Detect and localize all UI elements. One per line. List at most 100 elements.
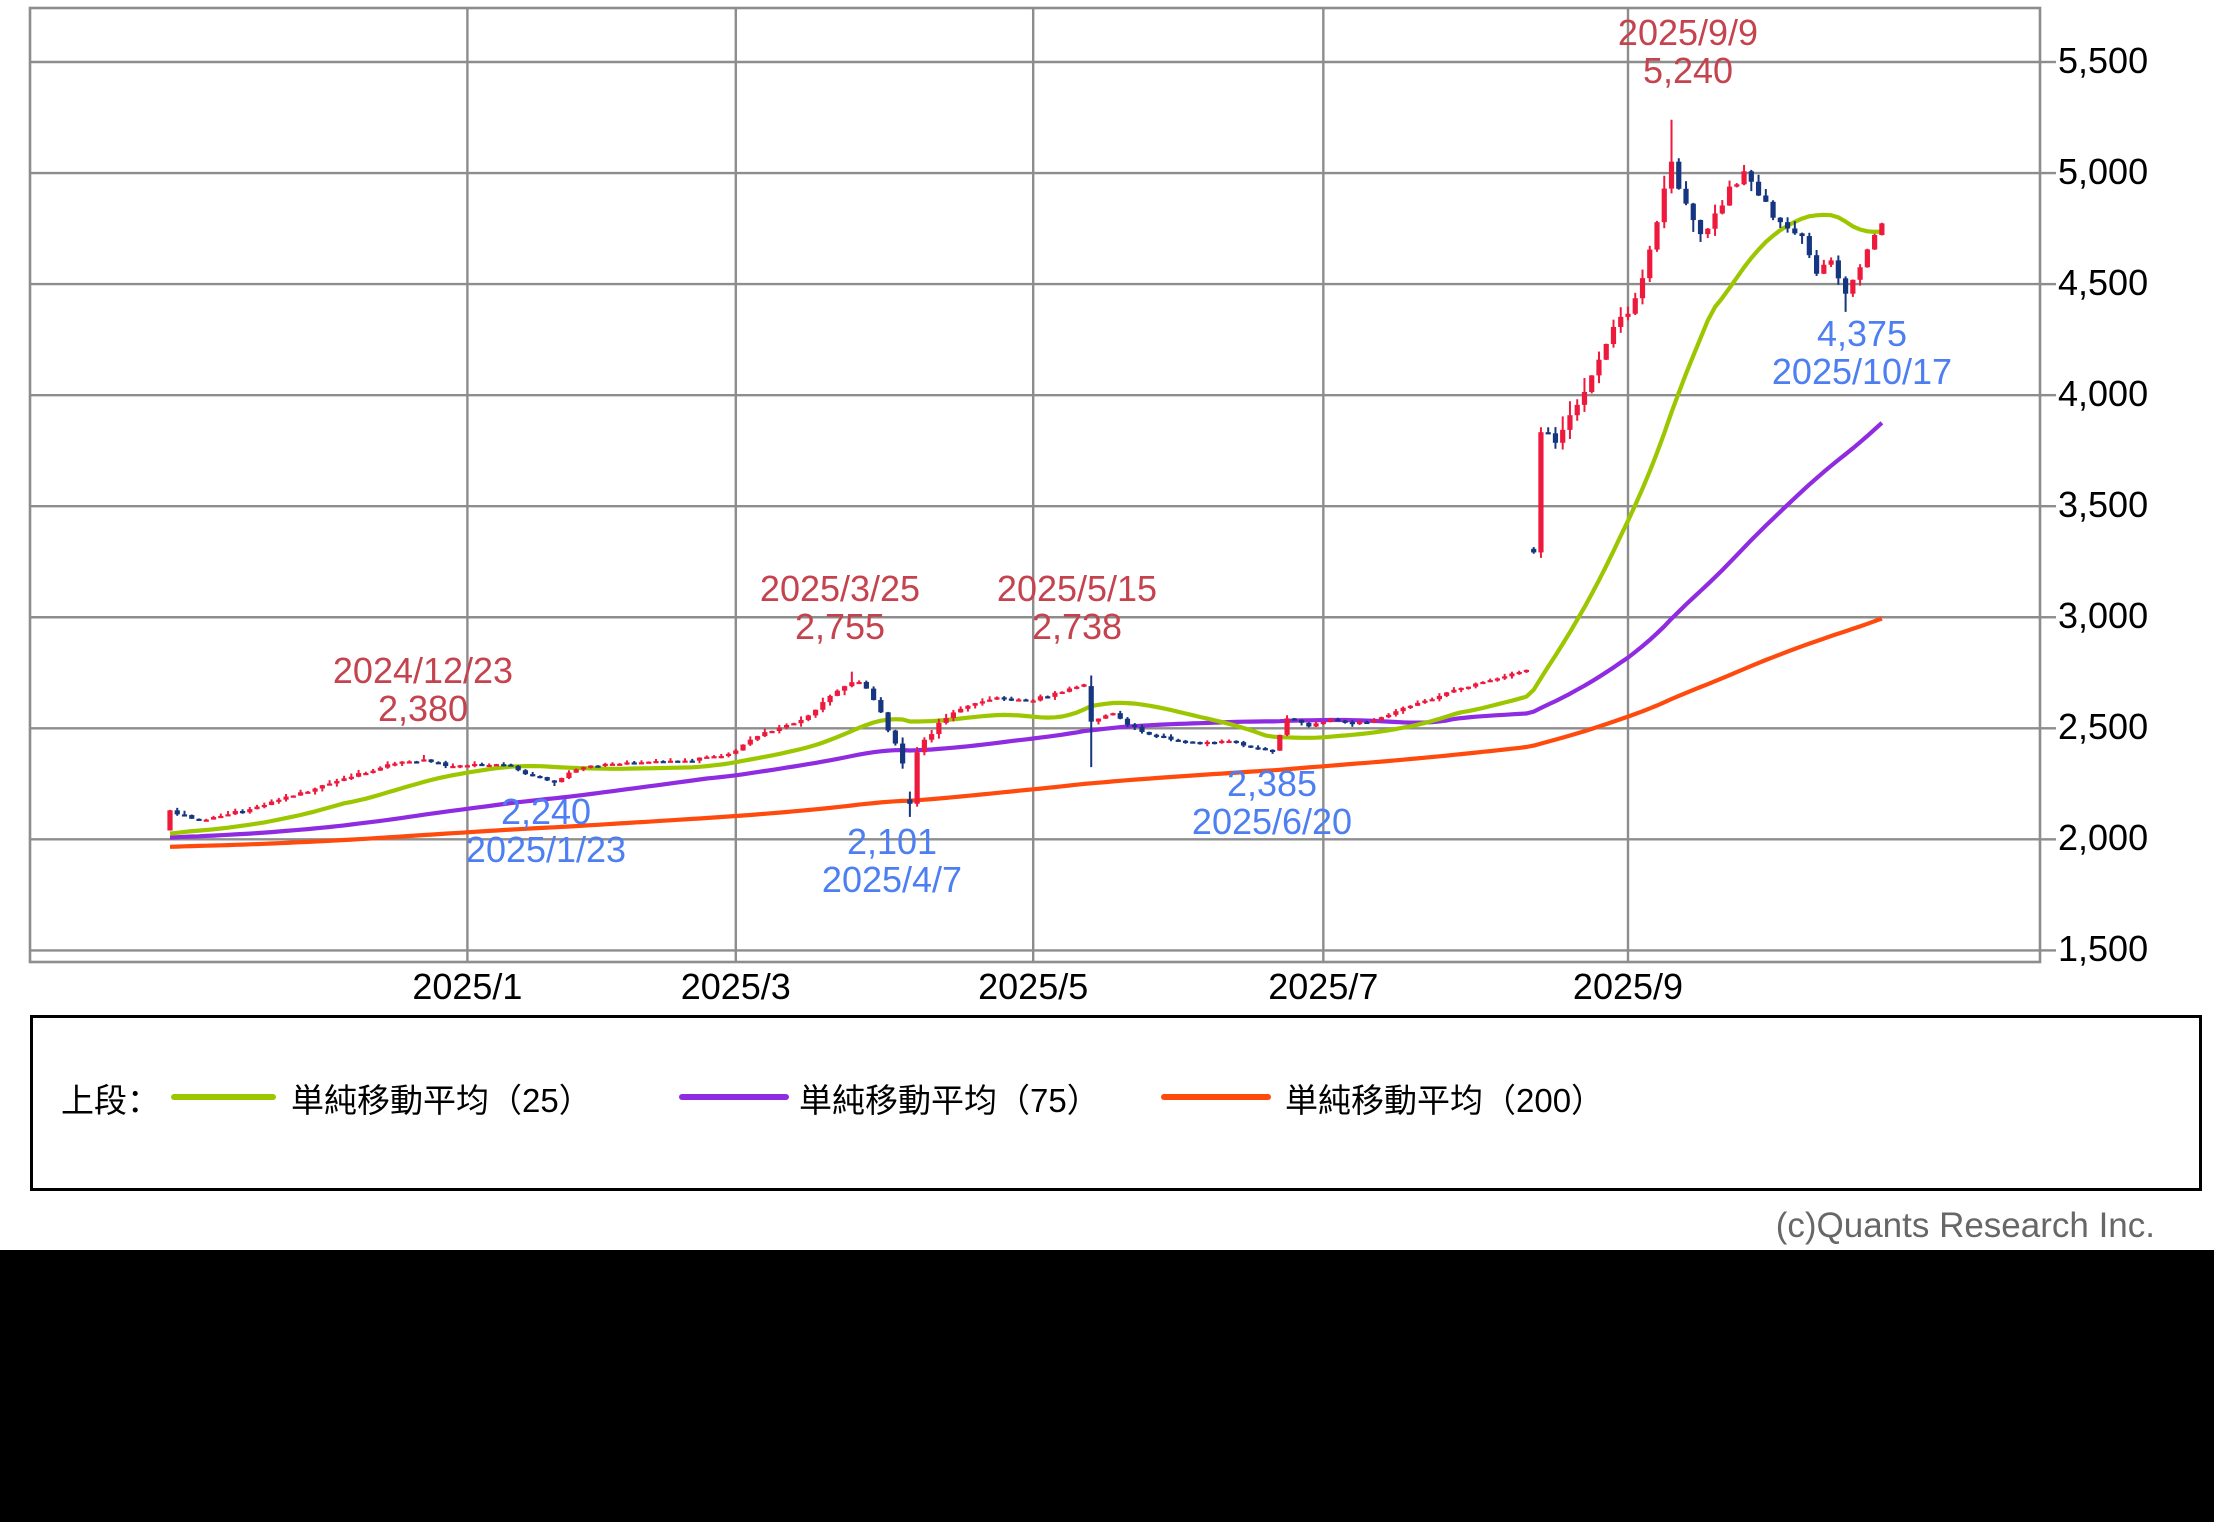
candle-body-down (1349, 722, 1355, 725)
candle-body-up (421, 759, 427, 762)
peak-annotation-line: 5,240 (1642, 50, 1734, 91)
candle-body-up (450, 765, 456, 769)
candle-body-up (1581, 391, 1588, 405)
candle-body-up (1059, 691, 1065, 694)
candle-body-up (1632, 298, 1638, 314)
candle-body-up (856, 681, 862, 685)
candle-body-up (1654, 222, 1660, 250)
candle-body-up (1857, 267, 1863, 280)
candle-body-down (530, 774, 536, 777)
candle-body-up (602, 763, 608, 767)
candle-body-up (1618, 316, 1624, 327)
candle-body-up (820, 702, 826, 710)
candle-body-down (1255, 747, 1261, 750)
candle-body-up (1320, 721, 1326, 725)
candle-body-down (1190, 741, 1196, 744)
candle-body-up (812, 709, 819, 716)
y-axis-label: 4,500 (2058, 262, 2149, 304)
candle-body-down (1211, 741, 1218, 745)
candle-body-down (479, 763, 485, 767)
candle-body-down (544, 777, 550, 781)
candle-body-up (1589, 375, 1595, 392)
candle-body-up (1712, 213, 1718, 229)
candle-body-up (399, 761, 405, 764)
x-axis-label: 2025/7 (1268, 966, 1379, 1007)
candle-body-down (1799, 233, 1805, 237)
candle-body-up (247, 809, 253, 813)
x-axis-label: 2025/5 (978, 966, 1089, 1007)
legend-box: 上段： 単純移動平均（25） 単純移動平均（75） 単純移動平均（200） (30, 1015, 2202, 1191)
candle-body-up (1502, 676, 1508, 679)
y-axis-tick-marks (2040, 60, 2056, 952)
candle-body-up (783, 725, 790, 728)
candle-body-up (776, 727, 782, 732)
candle-body-down (428, 759, 434, 763)
candle-body-up (718, 755, 724, 759)
candle-body-down (1153, 734, 1160, 737)
candle-body-down (414, 761, 420, 764)
candle-body-down (1023, 699, 1029, 702)
candle-body-down (900, 743, 906, 764)
candle-body-up (319, 785, 325, 789)
candle-body-up (1204, 741, 1210, 745)
candle-body-down (1676, 161, 1682, 189)
sma200-line-sample (1161, 1094, 1271, 1100)
y-axis-label: 4,000 (2058, 373, 2149, 415)
candle-body-up (254, 806, 260, 810)
peak-annotation-line: 2,738 (1031, 606, 1123, 647)
candle-body-down (660, 761, 666, 764)
candle-body-up (849, 682, 855, 687)
sma25-line-sample (171, 1094, 276, 1100)
candle-body-up (1313, 723, 1319, 727)
candle-body-up (355, 773, 362, 777)
candle-body-up (406, 761, 412, 764)
candle-body-up (936, 722, 942, 735)
candle-body-down (1364, 721, 1370, 725)
candle-body-up (1284, 718, 1290, 735)
candle-body-up (312, 788, 318, 792)
candle-body-down (515, 765, 521, 771)
candle-body-up (1110, 713, 1116, 716)
candle-body-down (1262, 748, 1268, 751)
candle-body-down (189, 815, 195, 819)
candle-body-up (334, 780, 340, 784)
trough-annotation-line: 4,375 (1816, 313, 1908, 354)
legend-label-sma75: 単純移動平均（75） (799, 1082, 1100, 1119)
candle-body-up (1828, 260, 1834, 265)
candle-body-down (1690, 203, 1696, 221)
y-axis-label: 5,000 (2058, 151, 2149, 193)
candle-body-up (377, 767, 383, 771)
candle-body-up (1095, 718, 1102, 722)
candle-body-up (711, 756, 717, 759)
candle-body-up (1523, 669, 1530, 673)
candle-body-up (1596, 359, 1602, 376)
trough-annotation-line: 2,101 (846, 821, 938, 862)
trough-annotation-line: 2025/1/23 (465, 829, 627, 870)
trough-annotation: 2,385 2025/6/20 (1192, 765, 1352, 841)
peak-annotation-line: 2,755 (794, 606, 886, 647)
candle-body-up (733, 750, 739, 754)
candle-body-up (167, 810, 173, 831)
candle-body-up (979, 701, 986, 704)
candle-body-up (1850, 279, 1856, 294)
candle-body-up (791, 723, 797, 726)
candle-body-down (1792, 228, 1798, 234)
candle-body-down (1552, 433, 1559, 443)
candle-body-up (1393, 711, 1399, 715)
candle-body-down (1777, 217, 1783, 223)
candle-body-up (1668, 161, 1675, 189)
candle-body-down (1132, 724, 1138, 728)
candle-body-up (725, 753, 732, 757)
candle-body-up (225, 814, 231, 817)
candle-body-up (1458, 687, 1464, 691)
candle-body-up (1726, 186, 1733, 206)
candle-body-down (871, 688, 877, 700)
candle-body-up (1509, 673, 1515, 677)
peak-annotation-line: 2025/9/9 (1617, 12, 1759, 53)
candle-body-up (1487, 680, 1493, 683)
candle-body-up (210, 817, 217, 820)
candle-body-up (392, 763, 398, 766)
footer-black-bar (0, 1250, 2214, 1522)
candle-body-down (1088, 686, 1094, 722)
